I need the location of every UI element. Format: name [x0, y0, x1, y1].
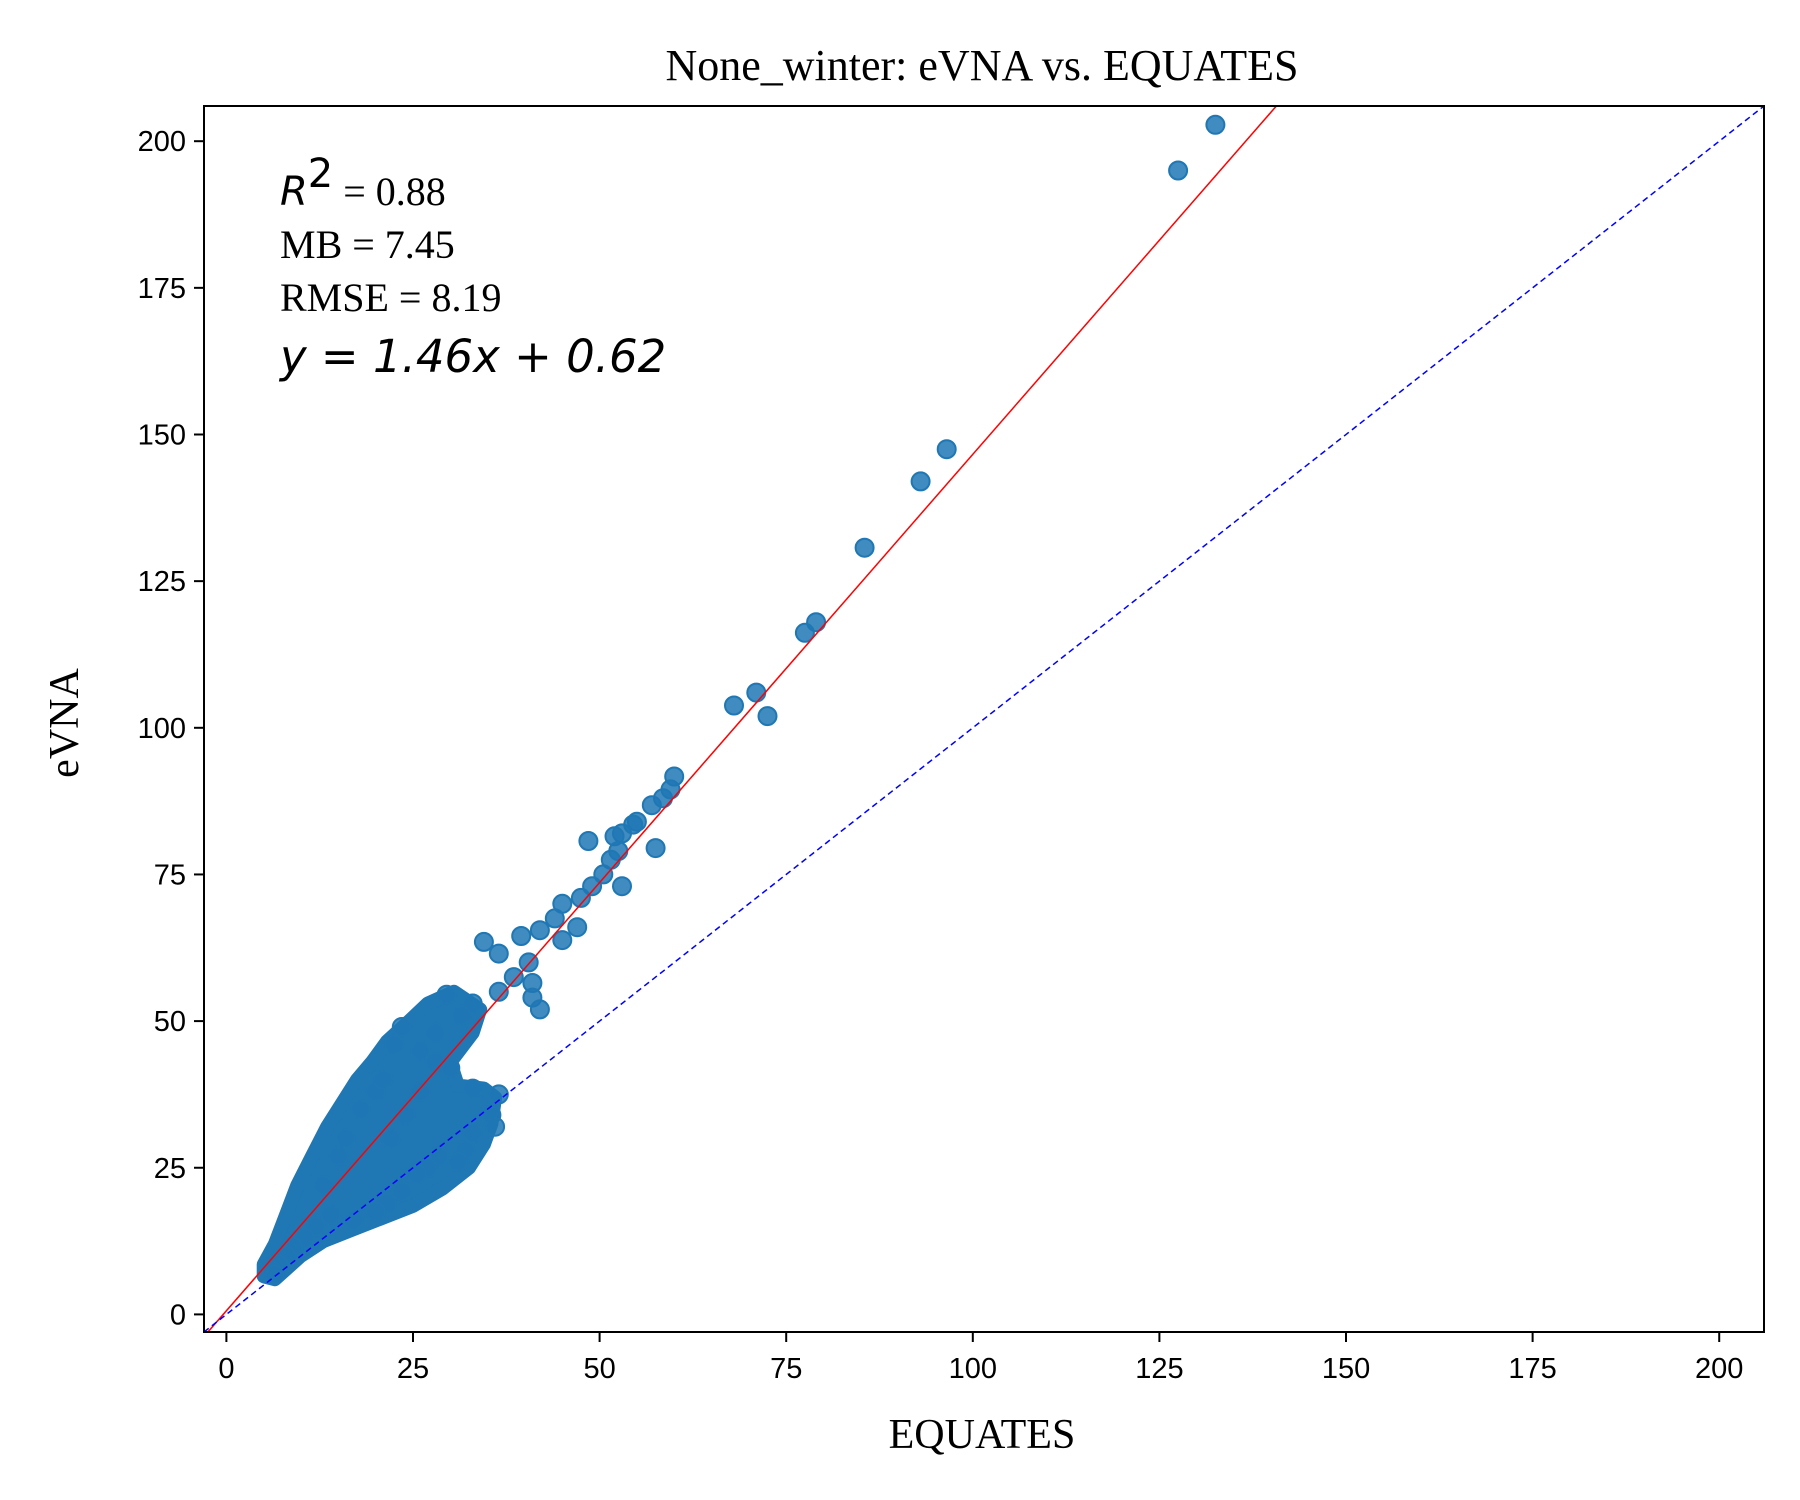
data-point [503, 967, 524, 988]
data-point [529, 920, 550, 941]
x-tick-label: 100 [949, 1353, 997, 1385]
data-point [320, 1204, 341, 1225]
r-squared-annotation: R2 = 0.88 [280, 151, 446, 215]
data-point [462, 1122, 483, 1143]
x-axis-label: EQUATES [889, 1412, 1076, 1458]
data-point [910, 471, 931, 492]
data-point [451, 1005, 472, 1026]
data-point [1168, 160, 1189, 181]
data-point [335, 1128, 356, 1149]
data-point [724, 695, 744, 716]
x-tick-label: 50 [583, 1353, 615, 1385]
y-tick-label: 75 [154, 859, 186, 891]
data-point [529, 999, 550, 1020]
data-point [612, 876, 632, 897]
data-point [436, 984, 457, 1005]
x-tick-label: 150 [1322, 1353, 1370, 1385]
data-point [578, 831, 599, 851]
data-point [380, 1128, 401, 1149]
data-point [395, 1105, 416, 1125]
data-point [406, 1163, 427, 1184]
data-point [757, 706, 778, 727]
data-point [343, 1210, 364, 1231]
data-point [641, 795, 662, 816]
regression-line [206, 106, 1278, 1332]
y-axis-label: eVNA [42, 668, 88, 778]
data-point [473, 931, 494, 952]
data-point [373, 1069, 394, 1090]
plot-frame [203, 105, 1765, 1333]
x-tick-label: 125 [1135, 1353, 1183, 1385]
data-point [544, 908, 565, 929]
y-tick-label: 125 [138, 566, 186, 598]
data-point [350, 1099, 371, 1120]
y-tick-label: 100 [138, 713, 186, 745]
mean-bias-annotation: MB = 7.45 [280, 222, 455, 267]
stats-annotation: R2 = 0.88 MB = 7.45 RMSE = 8.19 y = 1.46x… [278, 151, 666, 383]
data-point [328, 1146, 349, 1166]
data-point [552, 930, 573, 951]
fit-equation-annotation: y = 1.46x + 0.62 [278, 330, 666, 383]
data-point [391, 1017, 412, 1037]
data-point [570, 887, 591, 908]
data-point [391, 1181, 412, 1202]
x-tick-label: 200 [1695, 1353, 1743, 1385]
data-point [410, 1040, 431, 1061]
y-tick-label: 175 [138, 273, 186, 305]
x-tick-label: 75 [770, 1353, 802, 1385]
data-point [1205, 114, 1226, 135]
data-point [488, 1084, 509, 1105]
data-point [645, 838, 666, 859]
data-point [746, 682, 767, 703]
scatter-points [261, 114, 1226, 1285]
x-tick-label: 25 [397, 1353, 429, 1385]
data-point [425, 1022, 446, 1043]
data-point [447, 1151, 468, 1172]
data-point [854, 537, 875, 558]
y-tick-label: 25 [154, 1153, 186, 1185]
data-point [488, 943, 509, 964]
x-tick-label: 0 [218, 1353, 234, 1385]
data-point [488, 981, 509, 1002]
y-tick-label: 50 [154, 1006, 186, 1038]
data-point [425, 1052, 446, 1073]
data-point [410, 1081, 431, 1102]
data-point [567, 917, 588, 938]
data-point [794, 622, 815, 643]
y-tick-label: 0 [170, 1299, 186, 1331]
y-tick-label: 200 [138, 126, 186, 158]
y-tick-label: 150 [138, 419, 186, 451]
data-point [313, 1175, 334, 1196]
chart-title: None_winter: eVNA vs. EQUATES [665, 41, 1298, 90]
data-point [511, 926, 532, 946]
data-point [936, 439, 957, 460]
y-axis: 0 25 50 75 100 125 150 175 200 [138, 126, 204, 1331]
data-point [384, 1034, 405, 1055]
x-tick-label: 175 [1508, 1353, 1556, 1385]
rmse-annotation: RMSE = 8.19 [280, 275, 501, 320]
x-axis: 0 25 50 75 100 125 150 175 200 [218, 1332, 1743, 1385]
data-point [485, 1116, 506, 1137]
identity-line [204, 106, 1764, 1332]
data-point [462, 1078, 483, 1099]
data-point [365, 1201, 386, 1222]
